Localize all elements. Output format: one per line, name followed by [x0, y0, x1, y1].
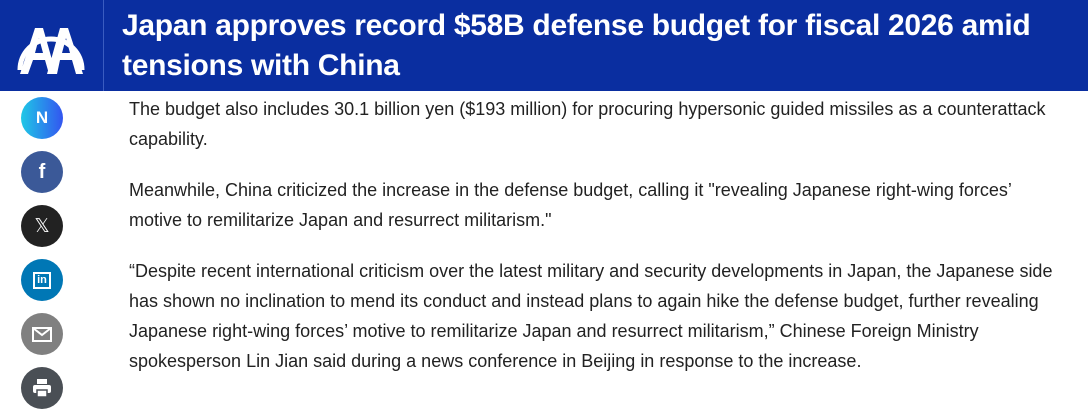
article-paragraph: “Despite recent international criticism … [129, 261, 1053, 371]
share-x-button[interactable]: 𝕏 [21, 205, 63, 247]
article-paragraph: The budget also includes 30.1 billion ye… [129, 99, 1046, 149]
share-email-button[interactable] [21, 313, 63, 355]
article-title: Japan approves record $58B defense budge… [122, 9, 1031, 82]
email-icon [32, 326, 52, 342]
x-icon: 𝕏 [34, 215, 50, 237]
article-body: The budget also includes 30.1 billion ye… [129, 94, 1069, 397]
share-news-button[interactable]: N [21, 97, 63, 139]
linkedin-icon: in [33, 271, 51, 289]
article-paragraph: Meanwhile, China criticized the increase… [129, 180, 1012, 230]
print-icon [33, 379, 51, 397]
share-facebook-button[interactable]: f [21, 151, 63, 193]
share-print-button[interactable] [21, 367, 63, 409]
header: Japan approves record $58B defense budge… [0, 0, 1088, 91]
facebook-icon: f [38, 160, 46, 183]
news-icon: N [35, 108, 49, 127]
aa-logo[interactable] [0, 0, 104, 91]
share-linkedin-button[interactable]: in [21, 259, 63, 301]
